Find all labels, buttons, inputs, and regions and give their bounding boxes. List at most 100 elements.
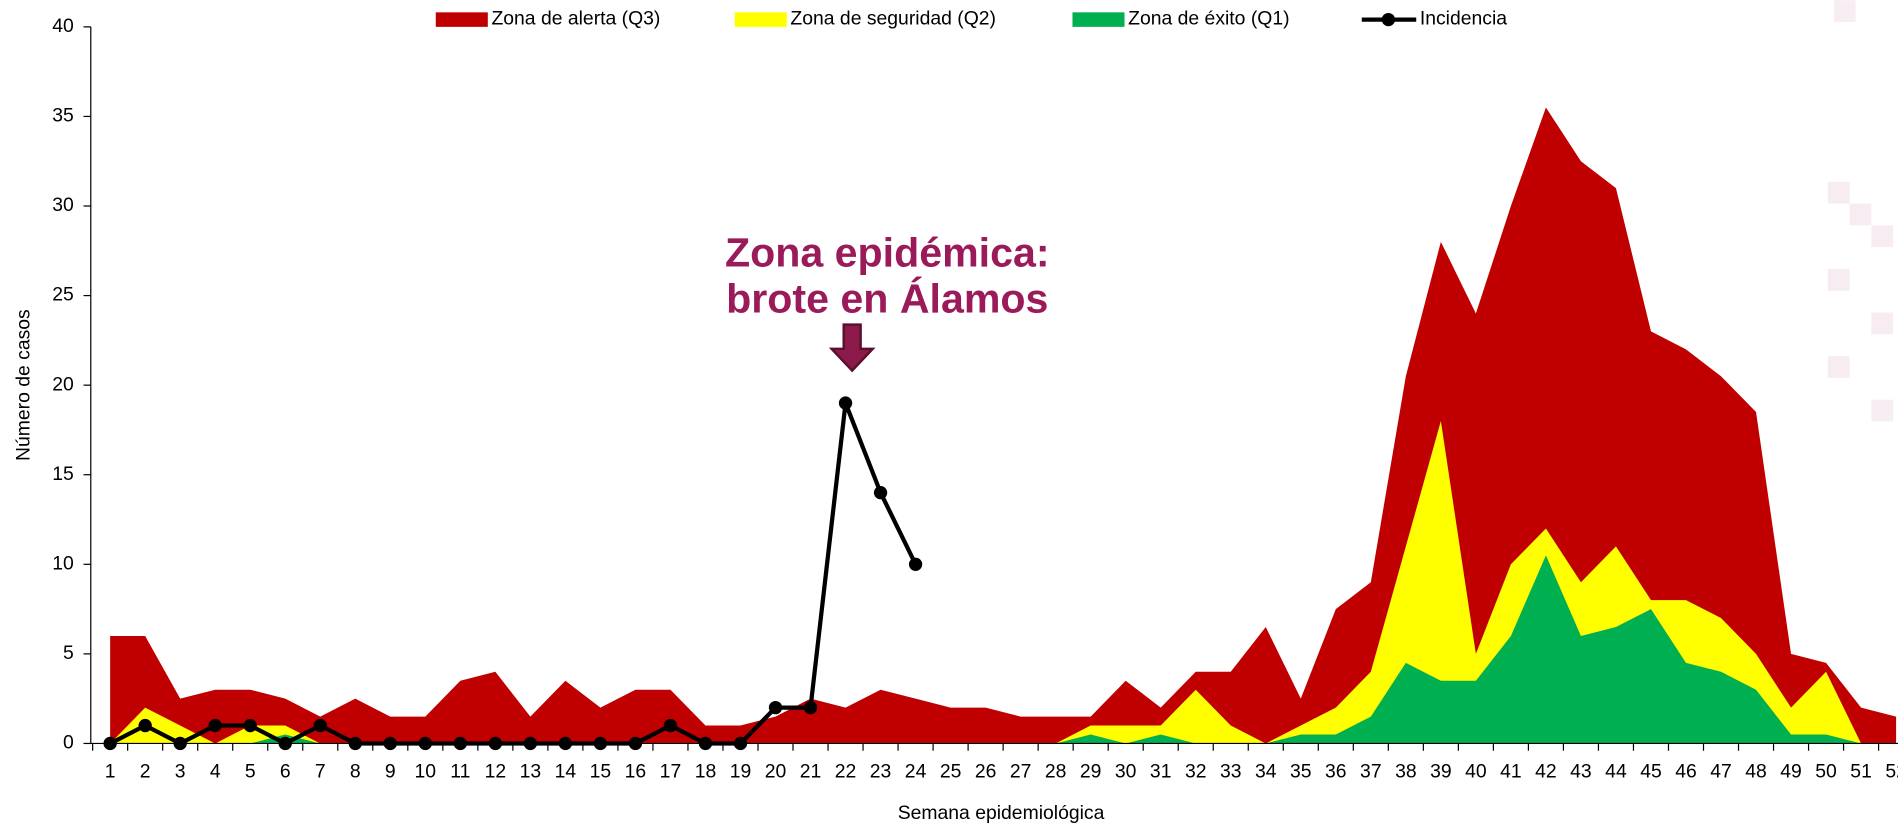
decor (1827, 0, 1894, 422)
point (558, 736, 573, 751)
point (698, 736, 713, 751)
y-tick-label: 20 (52, 373, 74, 395)
x-tick-label: 33 (1220, 761, 1242, 783)
x-tick-label: 6 (280, 761, 291, 783)
x-tick-label: 26 (975, 761, 997, 783)
legend-label: Incidencia (1420, 8, 1507, 30)
annotation: brote en Álamos (726, 276, 1048, 322)
x-tick-label: 43 (1570, 761, 1592, 783)
annotation: Zona epidémica: (725, 230, 1050, 276)
x-tick-label: 29 (1080, 761, 1102, 783)
point (313, 718, 327, 733)
point (278, 736, 292, 751)
point (208, 718, 222, 733)
y-tick-label: 0 (63, 732, 74, 754)
x-tick-label: 48 (1745, 761, 1767, 783)
x-tick-label: 35 (1290, 761, 1312, 783)
annotation-arrow (828, 323, 876, 373)
x-tick-label: 16 (625, 761, 647, 783)
legend-label: Zona de seguridad (Q2) (790, 8, 996, 30)
x-tick-label: 36 (1325, 761, 1347, 783)
x-tick-label: 37 (1360, 761, 1382, 783)
area (110, 555, 1897, 744)
point (908, 557, 923, 571)
y-tick-label: 5 (63, 642, 74, 664)
x-tick-label: 1 (105, 761, 116, 783)
x-tick-label: 24 (905, 761, 927, 783)
x-tick-label: 40 (1465, 761, 1487, 783)
x-tick-label: 50 (1815, 761, 1837, 783)
legend-swatch (1072, 12, 1125, 27)
x-tick-label: 10 (415, 761, 437, 783)
x-tick-label: 31 (1150, 761, 1172, 783)
x-tick-label: 22 (835, 761, 857, 783)
point (768, 700, 783, 715)
area (110, 420, 1897, 744)
x-tick-label: 12 (485, 761, 507, 783)
x-tick-label: 34 (1255, 761, 1277, 783)
x-tick-label: 47 (1710, 761, 1732, 783)
point (628, 736, 643, 751)
y-axis-label: Número de casos (12, 309, 34, 461)
point (173, 736, 187, 751)
x-tick-label: 52 (1885, 761, 1898, 783)
y-tick-label: 15 (52, 463, 74, 485)
point (873, 485, 888, 500)
x-tick-label: 46 (1675, 761, 1697, 783)
x-tick-label: 42 (1535, 761, 1557, 783)
y-tick-label: 25 (52, 284, 74, 306)
x-tick-label: 20 (765, 761, 787, 783)
point (593, 736, 608, 751)
point (803, 700, 818, 715)
x-tick-label: 28 (1045, 761, 1067, 783)
x-tick-label: 44 (1605, 761, 1627, 783)
x-tick-label: 14 (555, 761, 577, 783)
y-tick-label: 40 (52, 15, 74, 37)
x-tick-label: 38 (1395, 761, 1417, 783)
x-tick-label: 11 (450, 761, 470, 783)
y-tick-label: 35 (52, 105, 74, 127)
x-tick-label: 7 (315, 761, 326, 783)
x-tick-label: 32 (1185, 761, 1207, 783)
x-axis-label: Semana epidemiológica (898, 802, 1105, 824)
legend-label: Zona de alerta (Q3) (491, 8, 660, 30)
x-tick-label: 49 (1780, 761, 1802, 783)
x-tick-label: 27 (1010, 761, 1032, 783)
legend-swatch (1381, 12, 1396, 27)
point (348, 736, 362, 751)
x-tick-label: 8 (350, 761, 361, 783)
x-tick-label: 2 (140, 761, 151, 783)
point (418, 736, 432, 751)
point (488, 736, 503, 751)
x-tick-label: 9 (385, 761, 396, 783)
x-tick-label: 13 (520, 761, 542, 783)
x-tick-label: 23 (870, 761, 892, 783)
x-tick-label: 17 (660, 761, 682, 783)
x-tick-label: 3 (175, 761, 186, 783)
x-tick-label: 41 (1500, 761, 1522, 783)
x-tick-label: 18 (695, 761, 717, 783)
x-tick-label: 15 (590, 761, 612, 783)
x-tick-label: 51 (1850, 761, 1872, 783)
y-tick-label: 10 (52, 552, 74, 574)
point (838, 396, 853, 410)
x-tick-label: 19 (730, 761, 752, 783)
point (523, 736, 538, 751)
legend-label: Zona de éxito (Q1) (1128, 8, 1289, 30)
x-tick-label: 25 (940, 761, 962, 783)
point (383, 736, 397, 751)
point (663, 718, 678, 733)
legend-swatch (734, 12, 787, 27)
plot (83, 26, 1898, 751)
x-tick-label: 45 (1640, 761, 1662, 783)
x-tick-label: 39 (1430, 761, 1452, 783)
legend-swatch (435, 12, 488, 27)
x-tick-label: 21 (800, 761, 822, 783)
y-tick-label: 30 (52, 194, 74, 216)
point (733, 736, 748, 751)
x-tick-label: 5 (245, 761, 256, 783)
x-tick-label: 30 (1115, 761, 1137, 783)
point (103, 736, 117, 751)
